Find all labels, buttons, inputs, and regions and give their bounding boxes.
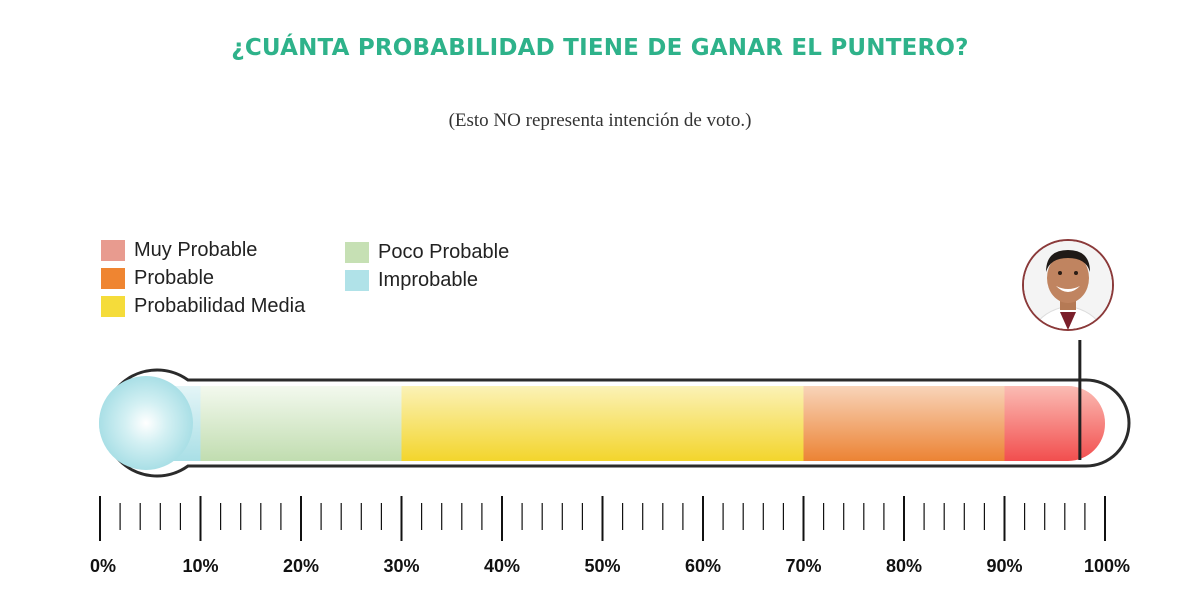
scale-tick-label: 50%: [584, 556, 620, 576]
legend-item-muy-probable: Muy Probable: [101, 236, 305, 264]
scale-tick-label: 40%: [484, 556, 520, 576]
scale-labels: 0% 10% 20% 30% 40% 50% 60% 70% 80% 90% 100%: [90, 556, 1130, 576]
legend-swatch: [101, 239, 125, 261]
chart-subtitle: (Esto NO representa intención de voto.): [448, 110, 752, 131]
scale-tick-label: 80%: [886, 556, 922, 576]
scale-tick-label: 10%: [182, 556, 218, 576]
legend-label: Improbable: [378, 268, 479, 291]
segment-poco-probable: [200, 386, 402, 461]
scale-tick-label: 70%: [785, 556, 821, 576]
scale-tick-label: 0%: [90, 556, 116, 576]
legend-swatch: [345, 241, 369, 263]
legend-column-left: Muy Probable Probable Probabilidad Media: [101, 236, 305, 320]
segment-muy-probable: [1004, 386, 1105, 461]
segment-probabilidad-media: [401, 386, 804, 461]
legend-swatch: [345, 269, 369, 291]
legend-label: Probable: [134, 266, 215, 289]
legend-column-right: Poco Probable Improbable: [345, 238, 509, 294]
legend-swatch: [101, 267, 125, 289]
scale-tick-label: 60%: [685, 556, 721, 576]
candidate-avatar-icon: [1022, 239, 1114, 331]
legend-item-poco-probable: Poco Probable: [345, 238, 509, 266]
legend-label: Muy Probable: [134, 238, 258, 261]
legend-label: Poco Probable: [378, 240, 510, 263]
legend-swatch: [101, 295, 125, 317]
legend-item-probabilidad-media: Probabilidad Media: [101, 292, 305, 320]
legend-label: Probabilidad Media: [134, 294, 306, 317]
segment-probable: [803, 386, 1005, 461]
legend-item-improbable: Improbable: [345, 266, 509, 294]
scale-tick-label: 20%: [283, 556, 319, 576]
legend-item-probable: Probable: [101, 264, 305, 292]
scale-ticks: [99, 496, 1106, 541]
chart-title: ¿CUÁNTA PROBABILIDAD TIENE DE GANAR EL P…: [231, 35, 969, 61]
scale-tick-label: 100%: [1084, 556, 1130, 576]
thermometer-bulb: [99, 376, 193, 470]
scale-tick-label: 90%: [986, 556, 1022, 576]
scale-tick-label: 30%: [383, 556, 419, 576]
